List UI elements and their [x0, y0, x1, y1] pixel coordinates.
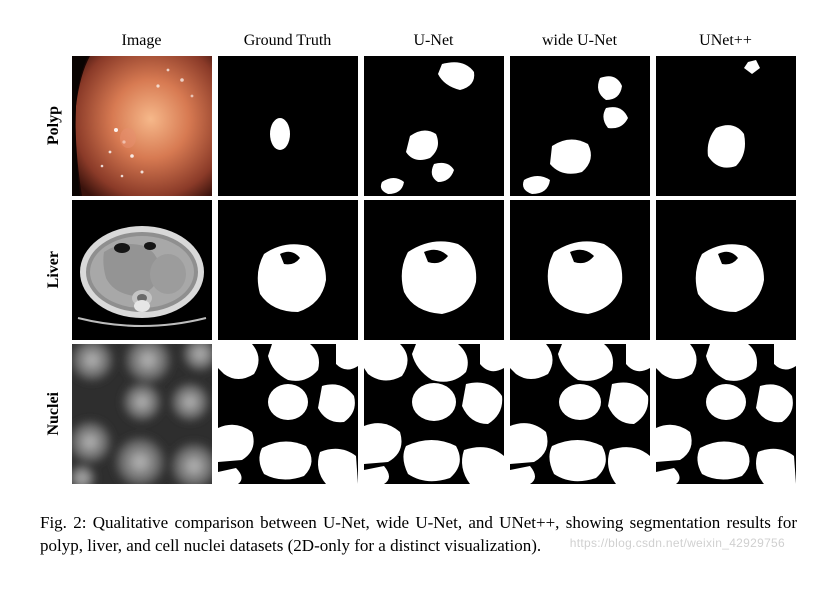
- cell-liver-gt: [218, 200, 358, 340]
- col-header-gt: Ground Truth: [244, 32, 332, 50]
- cell-liver-image: [72, 200, 212, 340]
- microscopy-nuclei: [72, 344, 212, 484]
- col-header-wideunet: wide U-Net: [542, 32, 617, 50]
- comparison-grid: Image Ground Truth U-Net wide U-Net UNet…: [42, 30, 796, 484]
- cell-nuclei-unet: [364, 344, 504, 484]
- cell-polyp-image: [72, 56, 212, 196]
- col-header-unet: U-Net: [414, 32, 454, 50]
- watermark-text: https://blog.csdn.net/weixin_42929756: [570, 536, 785, 550]
- cell-polyp-unet: [364, 56, 504, 196]
- figure: Image Ground Truth U-Net wide U-Net UNet…: [40, 30, 797, 558]
- cell-liver-wideunet: [510, 200, 650, 340]
- ct-liver: [72, 200, 212, 340]
- col-header-unetpp: UNet++: [699, 32, 752, 50]
- cell-polyp-unetpp: [656, 56, 796, 196]
- cell-liver-unet: [364, 200, 504, 340]
- cell-polyp-gt: [218, 56, 358, 196]
- row-label-liver: Liver: [45, 251, 63, 288]
- cell-nuclei-unetpp: [656, 344, 796, 484]
- col-header-image: Image: [122, 32, 162, 50]
- cell-nuclei-wideunet: [510, 344, 650, 484]
- cell-nuclei-gt: [218, 344, 358, 484]
- cell-nuclei-image: [72, 344, 212, 484]
- photo-polyp: [72, 56, 212, 196]
- cell-liver-unetpp: [656, 200, 796, 340]
- cell-polyp-wideunet: [510, 56, 650, 196]
- row-label-polyp: Polyp: [45, 106, 63, 145]
- row-label-nuclei: Nuclei: [45, 392, 63, 436]
